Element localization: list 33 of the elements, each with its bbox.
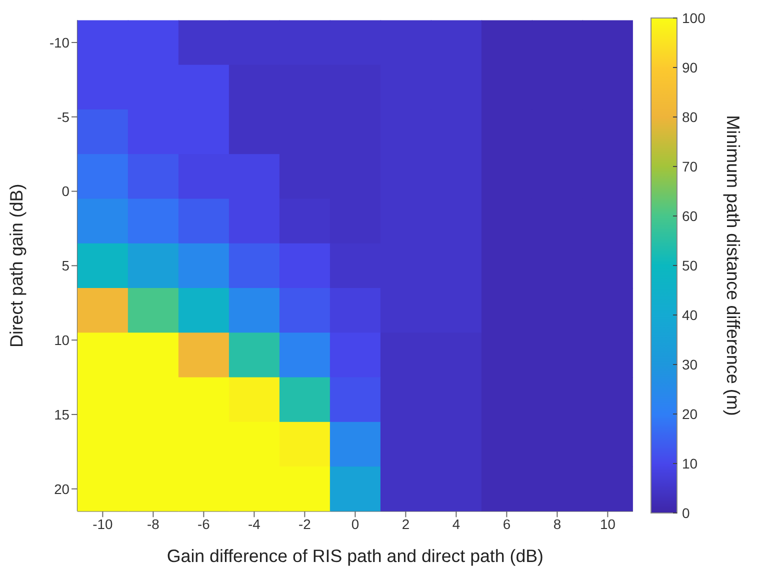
color-bar-title: Minimum path distance difference (m) [722,115,743,416]
x-axis-title: Gain difference of RIS path and direct path (dB) [166,546,544,566]
color-bar-label: 80 [682,109,698,125]
x-tick-label: -4 [248,516,261,532]
color-bar-label: 20 [682,406,698,422]
x-tick-label: 4 [452,516,460,532]
colorbar: 0 10 20 30 40 50 60 70 80 90 100 Minimum path distance difference (m) [642,8,752,568]
color-bar-label: 10 [682,456,698,472]
y-tick-label: 10 [54,332,70,348]
x-tick-label: 8 [553,516,562,532]
y-tick-label: -5 [57,108,70,125]
color-bar-label: 30 [682,356,698,372]
color-bar-label: 50 [682,258,698,274]
y-tick-label: 0 [62,183,70,200]
x-tick-label: 2 [402,516,410,532]
color-bar-label: 70 [682,158,698,174]
y-tick-label: -10 [49,34,70,50]
x-tick-label: -8 [147,516,160,532]
y-tick-label: 5 [62,258,70,274]
y-tick-label: 15 [54,406,70,422]
color-bar-label: 90 [682,60,698,76]
y-tick-label: 20 [54,480,70,497]
color-bar-label: 40 [682,307,698,323]
color-bar-label: 60 [682,208,698,224]
x-tick-label: -6 [198,516,210,532]
color-bar-label: 100 [682,10,706,26]
x-tick-label: 6 [502,516,511,532]
x-tick-label: -10 [92,516,113,532]
x-tick-label: -2 [298,516,312,532]
color-bar-label: 0 [682,505,690,521]
x-tick-label: 0 [351,516,360,532]
x-tick-label: 10 [600,516,616,532]
y-axis-title: Direct path gain (dB) [6,184,26,348]
